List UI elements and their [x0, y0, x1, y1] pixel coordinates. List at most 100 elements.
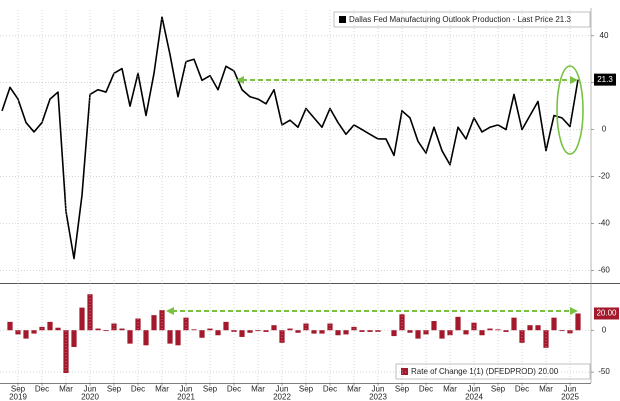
- bar: [223, 321, 229, 331]
- bar: [47, 321, 53, 331]
- bar: [207, 328, 213, 331]
- legend-label: Rate of Change 1(1) (DFEDPROD) 20.00: [411, 367, 559, 376]
- annotation-arrowhead: [236, 76, 244, 84]
- bar: [303, 323, 309, 331]
- bar: [447, 330, 453, 336]
- bar: [263, 330, 269, 332]
- bar: [199, 330, 205, 338]
- x-tick-label: Jun: [564, 385, 577, 394]
- bar: [343, 330, 349, 335]
- y-tick-label: 0: [602, 325, 607, 334]
- bar: [55, 327, 61, 331]
- legend-swatch: [401, 368, 408, 375]
- x-tick-label: Sep: [11, 385, 26, 394]
- last-value-box: [594, 73, 616, 86]
- bar: [527, 325, 533, 331]
- bar: [103, 330, 109, 332]
- last-value-box: [594, 307, 619, 320]
- bar: [167, 330, 173, 344]
- bar: [95, 328, 101, 331]
- y-tick-label: -20: [598, 172, 610, 181]
- bar: [543, 330, 549, 348]
- bar: [519, 330, 525, 343]
- legend-label: Dallas Fed Manufacturing Outlook Product…: [349, 15, 571, 24]
- bar: [87, 294, 93, 331]
- annotation-arrowhead: [570, 76, 578, 84]
- bar: [503, 330, 509, 332]
- bar: [495, 329, 501, 331]
- y-tick-label: -60: [598, 265, 610, 274]
- legend-swatch: [339, 16, 346, 23]
- x-tick-label: Sep: [491, 385, 506, 394]
- bar: [367, 330, 373, 332]
- x-tick-label: Sep: [203, 385, 218, 394]
- bar: [391, 330, 397, 337]
- bar: [127, 330, 133, 344]
- x-tick-label: Mar: [59, 385, 73, 394]
- bar: [471, 322, 477, 331]
- x-tick-label: Mar: [347, 385, 361, 394]
- bar: [111, 323, 117, 331]
- bar: [327, 323, 333, 331]
- bar: [463, 330, 469, 335]
- bar: [359, 330, 365, 332]
- bar: [119, 328, 125, 331]
- x-tick-label: Jun: [468, 385, 481, 394]
- annotation-circle: [556, 65, 584, 155]
- x-year-label: 2023: [369, 393, 387, 401]
- bar: [255, 330, 261, 332]
- bar: [143, 330, 149, 346]
- x-tick-label: Mar: [155, 385, 169, 394]
- data-line: [1, 16, 579, 260]
- x-tick-label: Jun: [372, 385, 385, 394]
- bar: [319, 330, 325, 334]
- bar: [31, 330, 37, 334]
- x-tick-label: Dec: [515, 385, 529, 394]
- x-tick-label: Mar: [251, 385, 265, 394]
- bar: [175, 330, 181, 346]
- bar: [335, 330, 341, 336]
- x-tick-label: Dec: [35, 385, 49, 394]
- bar: [423, 330, 429, 335]
- bar: [15, 330, 21, 335]
- x-year-label: 2022: [273, 393, 291, 401]
- bar: [407, 330, 413, 333]
- annotation-arrowhead: [166, 307, 174, 315]
- bar: [215, 330, 221, 336]
- legend-box: [395, 363, 591, 380]
- x-year-label: 2025: [561, 393, 579, 401]
- bar: [551, 317, 557, 331]
- bar: [135, 318, 141, 331]
- y-tick-label: 40: [600, 31, 609, 40]
- bar: [63, 330, 69, 373]
- bar: [415, 330, 421, 339]
- bar: [287, 328, 293, 331]
- bar: [431, 321, 437, 331]
- bar: [487, 328, 493, 331]
- bar: [535, 325, 541, 331]
- bar: [559, 330, 565, 332]
- x-tick-label: Mar: [539, 385, 553, 394]
- bar: [439, 330, 445, 339]
- x-year-label: 2020: [81, 393, 99, 401]
- bar: [479, 330, 485, 336]
- x-year-label: 2024: [465, 393, 483, 401]
- x-year-label: 2019: [9, 393, 27, 401]
- last-value-label: 21.3: [597, 75, 613, 84]
- bar: [183, 317, 189, 331]
- x-tick-label: Sep: [395, 385, 410, 394]
- bar: [191, 329, 197, 331]
- annotation-arrowhead: [570, 307, 578, 315]
- legend-box: [333, 11, 591, 28]
- x-tick-label: Sep: [107, 385, 122, 394]
- bar: [159, 310, 165, 331]
- x-tick-label: Dec: [131, 385, 145, 394]
- x-year-label: 2021: [177, 393, 195, 401]
- bar: [575, 313, 581, 331]
- x-tick-label: Sep: [299, 385, 314, 394]
- bar: [271, 325, 277, 331]
- x-tick-label: Dec: [419, 385, 433, 394]
- bar: [7, 321, 13, 331]
